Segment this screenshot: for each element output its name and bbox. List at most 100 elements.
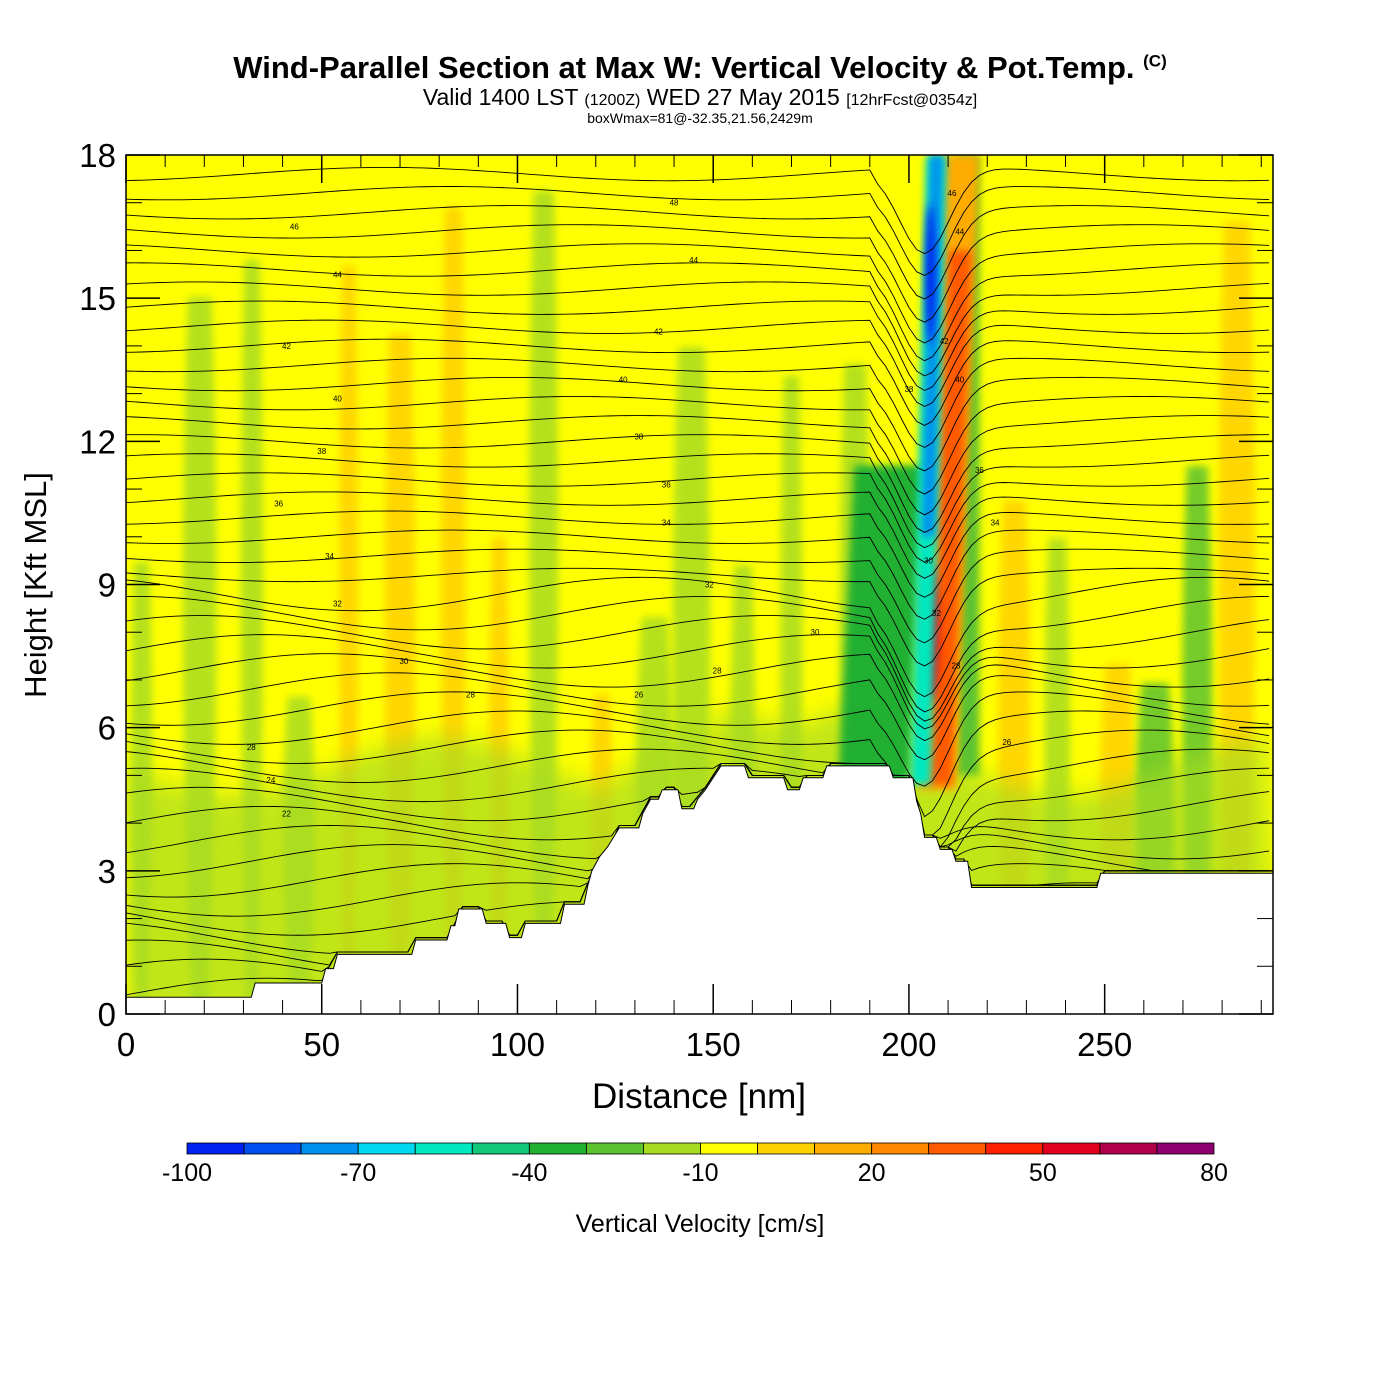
theta-contour-label: 38 — [317, 447, 326, 456]
theta-contour-line — [126, 338, 1270, 426]
colorbar-label: Vertical Velocity [cm/s] — [576, 1210, 825, 1238]
theta-contour-line — [126, 576, 1270, 698]
theta-contour-label: 44 — [333, 270, 342, 279]
theta-contour-label: 42 — [282, 342, 291, 351]
theta-contour-labels: 46 44 42 40 38 36 34 32 30 28 28 24 22 48 44 42 40 38 36 34… — [247, 189, 1012, 818]
theta-contour-label: 38 — [634, 433, 643, 442]
theta-contour-line — [126, 376, 1270, 472]
x-tick-label: 0 — [117, 1026, 135, 1063]
theta-contour-label: 42 — [940, 337, 949, 346]
colorbar-swatch — [471, 1142, 530, 1155]
chart-title-text: Wind-Parallel Section at Max W: Vertical… — [233, 50, 1135, 85]
colorbar-swatch — [585, 1142, 644, 1155]
colorbar-tick-label: 80 — [1200, 1159, 1228, 1187]
colorbar-swatch — [357, 1142, 416, 1155]
y-tick-label: 18 — [79, 137, 116, 174]
colorbar-swatch — [414, 1142, 473, 1155]
theta-contour-line — [126, 529, 1270, 620]
colorbar: -100 -70 -40 -10 20 50 80 — [162, 1142, 1228, 1187]
theta-contour-label: 28 — [713, 666, 722, 675]
chart-title-suffix: (C) — [1143, 51, 1167, 71]
theta-contour-line — [126, 763, 1270, 852]
theta-contour-line — [126, 319, 1270, 408]
colorbar-tick-label: -70 — [340, 1159, 376, 1187]
colorbar-swatch — [186, 1142, 245, 1155]
theta-contour-label: 36 — [274, 499, 283, 508]
theta-contour-line — [126, 595, 1270, 713]
theta-contour-label: 22 — [282, 810, 291, 819]
theta-contour-line — [126, 710, 1270, 818]
colorbar-swatch — [757, 1142, 816, 1155]
colorbar-tick-label: -40 — [511, 1159, 547, 1187]
theta-contour-label: 30 — [924, 557, 933, 566]
theta-contour-line — [126, 453, 1270, 549]
colorbar-swatch — [985, 1142, 1044, 1155]
updraft-wake-green — [838, 465, 925, 785]
subtitle-date: WED 27 May 2015 — [646, 84, 840, 110]
theta-contour-line — [126, 615, 1270, 722]
colorbar-tick-label: -10 — [682, 1159, 718, 1187]
theta-contour-label: 46 — [948, 189, 957, 198]
theta-contour-line — [126, 510, 1270, 598]
y-tick-label: 15 — [79, 280, 116, 317]
colorbar-swatch — [300, 1142, 359, 1155]
x-tick-label: 200 — [881, 1026, 936, 1063]
colorbar-tick-label: 20 — [858, 1159, 886, 1187]
theta-contour-line — [126, 748, 1270, 848]
theta-contour-line — [126, 691, 1270, 787]
theta-contour-line — [126, 205, 1270, 300]
y-tick-label: 12 — [79, 423, 116, 460]
y-tick-label: 6 — [98, 710, 116, 747]
colorbar-tick-label: -100 — [162, 1159, 212, 1187]
x-tick-label: 100 — [490, 1026, 545, 1063]
theta-contour-label: 28 — [247, 743, 256, 752]
theta-contour-label: 30 — [811, 628, 820, 637]
x-axis-label: Distance [nm] — [592, 1077, 806, 1116]
x-tick-label: 250 — [1077, 1026, 1132, 1063]
colorbar-swatch — [700, 1142, 758, 1155]
plot-area: 46 44 42 40 38 36 34 32 30 28 28 24 22 48 44 42 40 38 36 34… — [126, 155, 1273, 1014]
theta-contour-label: 26 — [1002, 738, 1011, 747]
theta-contour-label: 40 — [333, 394, 342, 403]
theta-contour-label: 34 — [662, 518, 671, 527]
chart-subsubtitle: boxWmax=81@-32.35,21.56,2429m — [587, 110, 813, 126]
theta-contour-line — [126, 281, 1270, 377]
theta-contour-label: 44 — [955, 227, 964, 236]
y-axis-label: Height [Kft MSL] — [18, 472, 53, 698]
theta-contour-label: 36 — [975, 466, 984, 475]
theta-contour-label: 40 — [955, 375, 964, 384]
theta-contour-line — [126, 186, 1270, 276]
x-tick-label: 50 — [303, 1026, 340, 1063]
theta-contour-line — [126, 472, 1270, 563]
theta-contour-label: 34 — [991, 518, 1000, 527]
theta-contour-label: 24 — [266, 776, 275, 785]
subtitle-forecast: [12hrFcst@0354z] — [846, 92, 978, 109]
y-tick-label: 0 — [98, 996, 116, 1033]
colorbar-swatch — [928, 1142, 987, 1155]
terrain — [126, 765, 1273, 1014]
colorbar-swatch — [243, 1142, 302, 1155]
downdraft-blue — [922, 155, 943, 537]
theta-contour-label: 32 — [333, 600, 342, 609]
theta-contour-line — [126, 396, 1270, 495]
theta-contour-line — [126, 357, 1270, 448]
theta-contour-line — [126, 763, 1270, 841]
theta-contour-line — [126, 243, 1270, 344]
theta-contour-label: 48 — [670, 199, 679, 208]
theta-contour-label: 32 — [705, 581, 714, 590]
theta-contour-line — [126, 224, 1270, 323]
colorbar-swatch — [1099, 1142, 1158, 1155]
theta-contour-label: 32 — [932, 609, 941, 618]
theta-contour-line — [126, 548, 1270, 644]
colorbar-swatch — [1042, 1142, 1101, 1155]
theta-contours — [126, 166, 1270, 996]
theta-contour-line — [126, 567, 1270, 667]
theta-contour-label: 26 — [634, 690, 643, 699]
theta-contour-line — [126, 434, 1270, 533]
colorbar-swatch — [528, 1142, 587, 1155]
theta-contour-line — [126, 300, 1270, 391]
theta-contour-line — [126, 653, 1270, 742]
subtitle-utc: (1200Z) — [584, 92, 641, 109]
